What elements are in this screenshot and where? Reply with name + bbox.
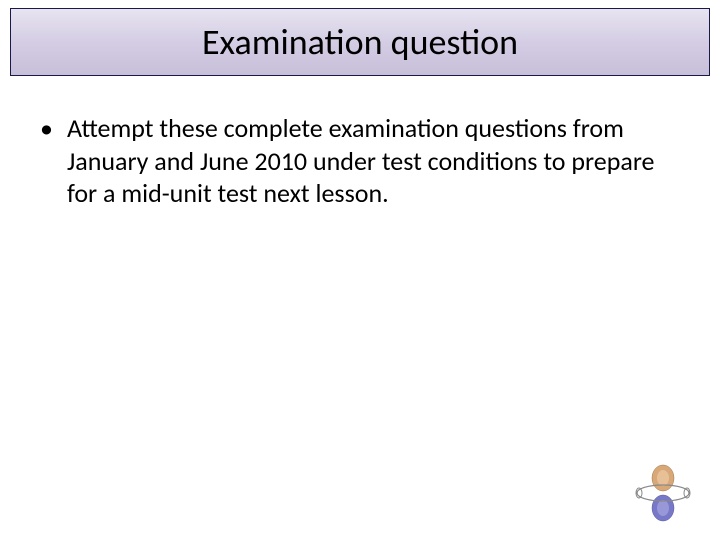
bullet-marker: • [40, 112, 53, 145]
bullet-text: Attempt these complete examination quest… [67, 112, 680, 210]
content-area: • Attempt these complete examination que… [40, 112, 680, 210]
orbital-icon [634, 464, 692, 522]
slide-title: Examination question [202, 20, 518, 64]
bullet-item: • Attempt these complete examination que… [40, 112, 680, 210]
title-bar: Examination question [10, 8, 710, 76]
